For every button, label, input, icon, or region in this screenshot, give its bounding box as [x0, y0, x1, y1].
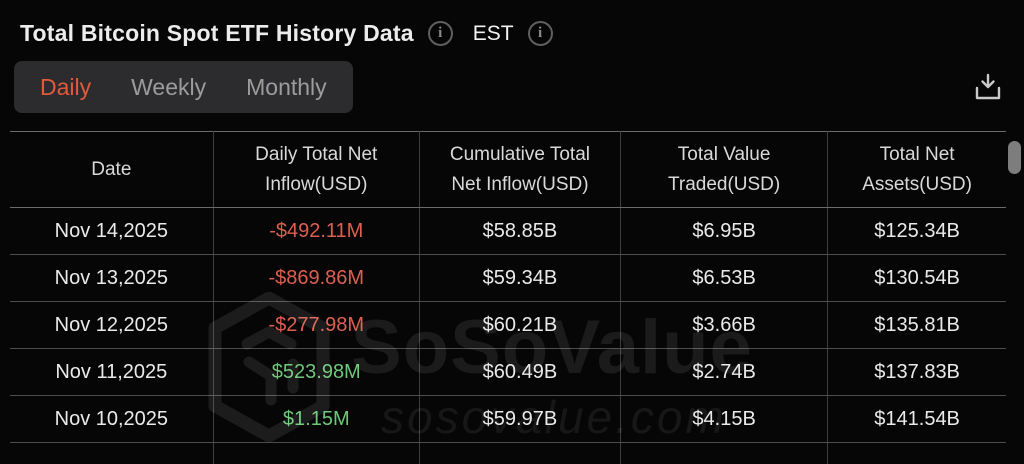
cell-net-assets: $125.34B: [827, 207, 1006, 255]
cell-date: Nov 11,2025: [10, 348, 214, 396]
cell-cumulative-net-inflow: $59.97B: [419, 395, 622, 443]
col-header-cumulative-net-inflow: Cumulative Total Net Inflow(USD): [419, 131, 622, 208]
cell-partial: [10, 442, 214, 464]
cell-net-assets: $137.83B: [827, 348, 1006, 396]
tab-daily[interactable]: Daily: [40, 73, 92, 100]
table-row: Nov 11,2025 $523.98M $60.49B $2.74B $137.83B: [10, 348, 1006, 396]
table-row: Nov 12,2025 -$277.98M $60.21B $3.66B $135.81…: [10, 301, 1006, 349]
download-button[interactable]: [972, 72, 1004, 102]
cell-partial: [827, 442, 1006, 464]
interval-tab-bar: Daily Weekly Monthly: [14, 61, 353, 113]
cell-daily-net-inflow: $523.98M: [213, 348, 420, 396]
cell-partial: [419, 442, 622, 464]
cell-daily-net-inflow: -$492.11M: [213, 207, 420, 255]
cell-partial: [213, 442, 420, 464]
etf-history-table-wrap: Date Daily Total Net Inflow(USD) Cumulat…: [10, 131, 1006, 464]
cell-net-assets: $130.54B: [827, 254, 1006, 302]
table-row-partial: [10, 442, 1006, 464]
timezone-info-icon[interactable]: i: [527, 21, 553, 46]
cell-date: Nov 13,2025: [10, 254, 214, 302]
cell-cumulative-net-inflow: $58.85B: [419, 207, 622, 255]
table-row: Nov 10,2025 $1.15M $59.97B $4.15B $141.54B: [10, 395, 1006, 443]
cell-value-traded: $6.95B: [620, 207, 829, 255]
page-header: Total Bitcoin Spot ETF History Data i ES…: [0, 0, 1024, 47]
cell-value-traded: $6.53B: [620, 254, 829, 302]
col-header-value-traded: Total Value Traded(USD): [620, 131, 829, 208]
cell-value-traded: $4.15B: [620, 395, 829, 443]
table-body: Nov 14,2025 -$492.11M $58.85B $6.95B $125.34…: [10, 207, 1006, 464]
cell-daily-net-inflow: -$277.98M: [213, 301, 420, 349]
cell-value-traded: $2.74B: [620, 348, 829, 396]
cell-net-assets: $135.81B: [827, 301, 1006, 349]
cell-date: Nov 10,2025: [10, 395, 214, 443]
cell-date: Nov 14,2025: [10, 207, 214, 255]
page-title: Total Bitcoin Spot ETF History Data: [20, 20, 414, 46]
tab-weekly[interactable]: Weekly: [131, 73, 207, 100]
controls-row: Daily Weekly Monthly: [14, 61, 1010, 113]
col-header-date: Date: [10, 131, 214, 208]
etf-history-table: Date Daily Total Net Inflow(USD) Cumulat…: [10, 131, 1006, 464]
timezone-label: EST: [472, 21, 514, 45]
cell-cumulative-net-inflow: $60.21B: [419, 301, 622, 349]
cell-net-assets: $141.54B: [827, 395, 1006, 443]
col-header-daily-net-inflow: Daily Total Net Inflow(USD): [213, 131, 420, 208]
cell-cumulative-net-inflow: $60.49B: [419, 348, 622, 396]
cell-daily-net-inflow: -$869.86M: [213, 254, 420, 302]
cell-daily-net-inflow: $1.15M: [213, 395, 420, 443]
vertical-scrollbar-thumb[interactable]: [1008, 141, 1021, 174]
cell-partial: [620, 442, 829, 464]
download-icon: [972, 72, 1004, 102]
col-header-net-assets: Total Net Assets(USD): [827, 131, 1006, 208]
table-row: Nov 14,2025 -$492.11M $58.85B $6.95B $125.34…: [10, 207, 1006, 255]
cell-cumulative-net-inflow: $59.34B: [419, 254, 622, 302]
tab-monthly[interactable]: Monthly: [246, 73, 327, 100]
cell-date: Nov 12,2025: [10, 301, 214, 349]
title-info-icon[interactable]: i: [427, 21, 453, 46]
table-header-row: Date Daily Total Net Inflow(USD) Cumulat…: [10, 131, 1006, 208]
cell-value-traded: $3.66B: [620, 301, 829, 349]
table-row: Nov 13,2025 -$869.86M $59.34B $6.53B $130.54…: [10, 254, 1006, 302]
